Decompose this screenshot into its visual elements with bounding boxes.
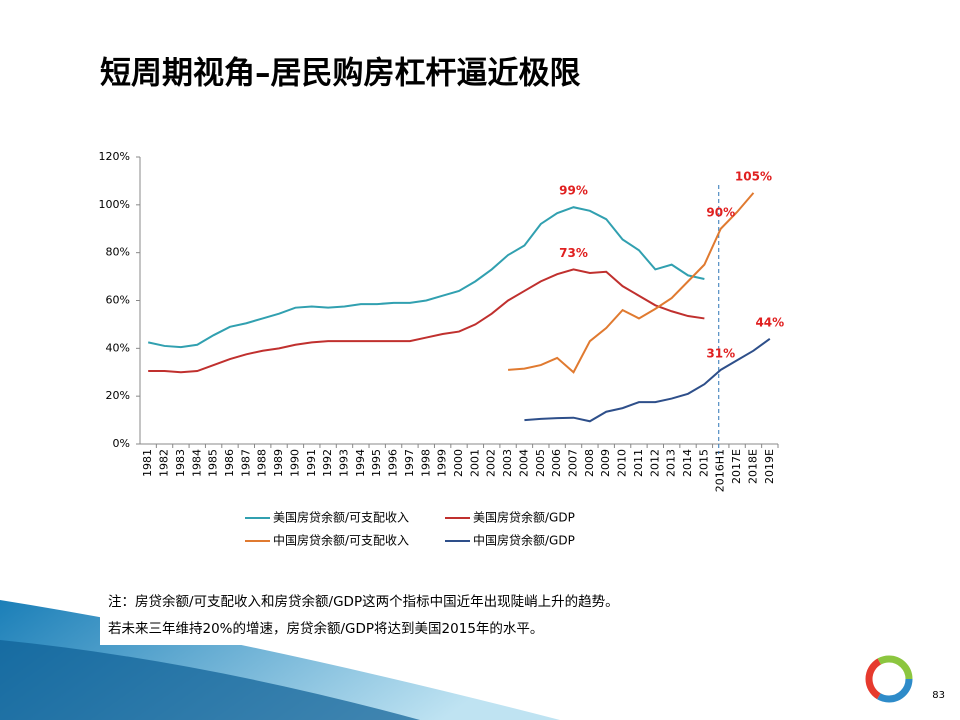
data-label: 31% <box>706 346 735 360</box>
x-tick-label: 2011 <box>632 449 645 477</box>
x-tick-label: 2018E <box>746 449 759 484</box>
data-label: 105% <box>735 169 772 183</box>
x-tick-label: 2019E <box>763 449 776 484</box>
x-tick-label: 1996 <box>387 449 400 477</box>
legend-label: 中国房贷余额/可支配收入 <box>273 533 409 548</box>
x-tick-label: 2001 <box>468 449 481 477</box>
series-line <box>508 192 755 374</box>
x-tick-label: 1990 <box>288 449 301 477</box>
x-tick-label: 2012 <box>648 449 661 477</box>
data-label: 90% <box>706 205 735 219</box>
x-tick-label: 2005 <box>534 449 547 477</box>
x-tick-label: 2008 <box>583 449 596 477</box>
data-label: 73% <box>559 246 588 260</box>
x-tick-label: 2002 <box>485 449 498 477</box>
x-tick-label: 2013 <box>665 449 678 477</box>
x-tick-label: 1982 <box>158 449 171 477</box>
series-line <box>147 206 705 349</box>
data-label: 99% <box>559 184 588 198</box>
x-tick-label: 2017E <box>730 449 743 484</box>
x-tick-label: 2016H1 <box>714 449 727 492</box>
y-tick-label: 20% <box>106 389 130 402</box>
x-tick-label: 1992 <box>321 449 334 477</box>
y-tick-label: 60% <box>106 294 130 307</box>
note: 若未来三年维持20%的增速，房贷余额/GDP将达到美国2015年的水平。 <box>108 620 543 637</box>
x-tick-label: 1999 <box>436 449 449 477</box>
x-tick-label: 1998 <box>419 449 432 477</box>
x-tick-label: 1984 <box>190 449 203 477</box>
x-tick-label: 2009 <box>599 449 612 477</box>
x-tick-label: 1991 <box>305 449 318 477</box>
logo <box>865 655 913 703</box>
x-tick-label: 2006 <box>550 449 563 477</box>
legend-label: 美国房贷余额/可支配收入 <box>273 510 409 525</box>
x-tick-label: 2004 <box>517 449 530 477</box>
x-tick-label: 2003 <box>501 449 514 477</box>
legend-label: 美国房贷余额/GDP <box>473 510 575 525</box>
series-line <box>524 337 771 423</box>
x-tick-label: 1986 <box>223 449 236 477</box>
x-tick-label: 1994 <box>354 449 367 477</box>
legend-label: 中国房贷余额/GDP <box>473 533 575 548</box>
x-tick-label: 1993 <box>337 449 350 477</box>
x-tick-label: 2015 <box>697 449 710 477</box>
x-tick-label: 1987 <box>239 449 252 477</box>
y-tick-label: 120% <box>99 150 130 163</box>
note: 注：房贷余额/可支配收入和房贷余额/GDP这两个指标中国近年出现陡峭上升的趋势。 <box>108 593 619 610</box>
x-tick-label: 2000 <box>452 449 465 477</box>
x-tick-label: 2014 <box>681 449 694 477</box>
x-tick-label: 1997 <box>403 449 416 477</box>
x-tick-label: 1995 <box>370 449 383 477</box>
x-tick-label: 1988 <box>256 449 269 477</box>
y-tick-label: 0% <box>113 437 130 450</box>
y-tick-label: 100% <box>99 198 130 211</box>
y-tick-label: 80% <box>106 246 130 259</box>
x-tick-label: 1983 <box>174 449 187 477</box>
x-tick-label: 1989 <box>272 449 285 477</box>
page-number: 83 <box>932 690 945 701</box>
x-tick-label: 2007 <box>567 449 580 477</box>
decor-swoosh <box>0 640 420 720</box>
series-line <box>148 268 705 374</box>
x-tick-label: 1981 <box>141 449 154 477</box>
y-tick-label: 40% <box>106 341 130 354</box>
note-box <box>100 585 740 645</box>
slide-title: 短周期视角–居民购房杠杆逼近极限 <box>100 56 581 92</box>
data-label: 44% <box>755 315 784 329</box>
x-tick-label: 1985 <box>207 449 220 477</box>
x-tick-label: 2010 <box>616 449 629 477</box>
